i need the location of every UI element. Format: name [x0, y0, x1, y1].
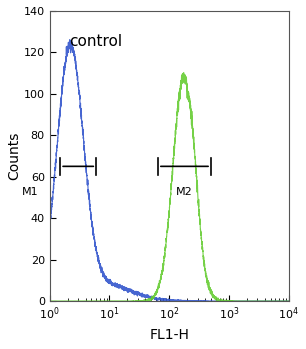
X-axis label: FL1-H: FL1-H: [149, 328, 189, 342]
Text: M1: M1: [22, 187, 39, 197]
Text: M2: M2: [176, 187, 193, 197]
Y-axis label: Counts: Counts: [7, 132, 21, 180]
Text: control: control: [69, 34, 122, 49]
